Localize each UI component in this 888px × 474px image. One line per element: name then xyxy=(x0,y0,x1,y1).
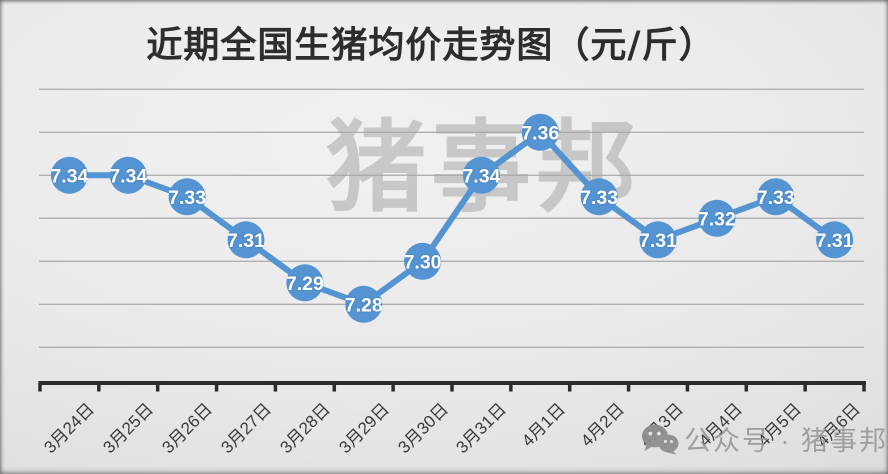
data-point-label: 7.36 xyxy=(521,122,559,144)
data-point xyxy=(462,156,500,194)
data-point xyxy=(109,156,147,194)
wechat-icon xyxy=(642,424,679,454)
chart-title: 近期全国生猪均价走势图（元/斤） xyxy=(146,24,716,66)
data-point-label: 7.34 xyxy=(50,165,88,187)
data-point xyxy=(286,264,324,302)
data-point-label: 7.34 xyxy=(109,165,147,187)
data-point xyxy=(816,221,854,259)
bottom-watermark-text: 公众号 · 猪事邦 xyxy=(684,426,888,456)
bottom-watermark: 公众号 · 猪事邦 xyxy=(641,419,888,458)
data-point xyxy=(345,285,383,323)
data-point xyxy=(227,221,265,259)
data-point-label: 7.33 xyxy=(168,187,206,209)
data-point xyxy=(580,178,618,216)
data-point-label: 7.28 xyxy=(345,294,383,316)
data-point xyxy=(404,242,442,280)
data-point-label: 7.31 xyxy=(227,230,265,252)
data-point xyxy=(50,156,88,194)
data-point-label: 7.31 xyxy=(816,230,854,252)
data-point-label: 7.33 xyxy=(757,187,795,209)
data-point-label: 7.29 xyxy=(286,273,324,295)
data-point xyxy=(757,178,795,216)
data-point-label: 7.32 xyxy=(698,208,736,230)
data-point-label: 7.30 xyxy=(404,251,442,273)
data-point xyxy=(521,113,559,151)
data-point xyxy=(698,199,736,237)
data-point-label: 7.33 xyxy=(580,187,618,209)
data-point-label: 7.34 xyxy=(462,165,500,187)
data-point xyxy=(639,221,677,259)
data-point-label: 7.31 xyxy=(639,230,677,252)
data-point xyxy=(168,178,206,216)
